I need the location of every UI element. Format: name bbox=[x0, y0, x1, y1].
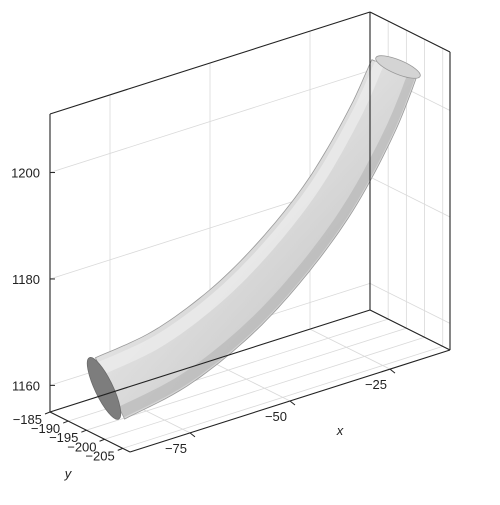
y-tick-label-3: −200 bbox=[67, 439, 96, 454]
box-edge-back-top bbox=[49, 11, 371, 115]
grid-z-right-0 bbox=[369, 283, 451, 324]
box-edge-floor-back bbox=[49, 309, 371, 413]
grid-y-floor-2 bbox=[86, 327, 407, 431]
y-tick-2 bbox=[81, 429, 87, 433]
grid-z-back-2 bbox=[49, 70, 371, 173]
axis-labels: xy bbox=[64, 423, 344, 481]
tube-far-end-cap bbox=[375, 55, 421, 79]
grid-y-floor-4 bbox=[122, 345, 443, 449]
z-tick-label-0: 1160 bbox=[12, 378, 40, 393]
y-axis-label: y bbox=[64, 466, 73, 481]
box-edge-right-top bbox=[369, 11, 451, 53]
x-tick-label-2: −25 bbox=[365, 377, 387, 392]
grid-x-floor-2 bbox=[309, 328, 391, 370]
x-tick-1 bbox=[289, 400, 296, 406]
surface-mesh bbox=[86, 55, 421, 420]
box-edge-floor-right bbox=[369, 309, 451, 351]
x-tick-label-1: −50 bbox=[265, 409, 287, 424]
y-tick-label-1: −190 bbox=[31, 421, 60, 436]
grid-x-floor-1 bbox=[209, 360, 291, 402]
tube-near-end-cap bbox=[86, 357, 122, 420]
axis-ticks: −75 −50 −25 −185−190−195−200−205 1160 1180 120… bbox=[11, 166, 396, 463]
x-tick-0 bbox=[189, 432, 196, 438]
y-tick-label-2: −195 bbox=[49, 430, 78, 445]
y-tick-label-4: −205 bbox=[85, 448, 114, 463]
y-tick-0 bbox=[44, 411, 51, 415]
grid-z-right-1 bbox=[369, 176, 451, 218]
y-tick-3 bbox=[99, 438, 105, 442]
z-tick-label-2: 1200 bbox=[11, 166, 40, 181]
grid-y-floor-3 bbox=[104, 336, 425, 440]
z-tick-label-1: 1180 bbox=[12, 272, 40, 287]
x-tick-2 bbox=[389, 368, 396, 374]
y-tick-label-0: −185 bbox=[13, 412, 42, 427]
y-tick-4 bbox=[117, 447, 123, 451]
y-tick-1 bbox=[62, 420, 69, 424]
x-tick-label-0: −75 bbox=[165, 441, 187, 456]
box-edge-y-axis bbox=[49, 411, 131, 453]
x-axis-label: x bbox=[336, 423, 344, 438]
